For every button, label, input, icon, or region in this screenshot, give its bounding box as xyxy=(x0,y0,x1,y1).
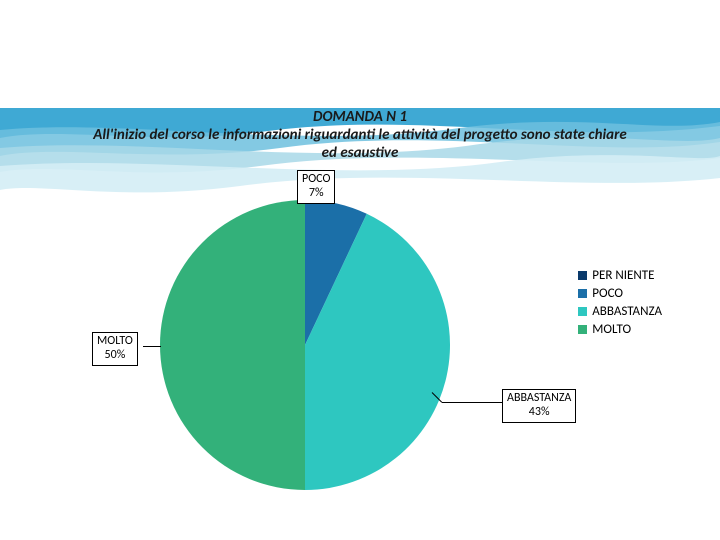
legend-label: MOLTO xyxy=(592,322,631,337)
title-line-3: ed esaustive xyxy=(20,144,700,162)
legend-swatch xyxy=(578,325,587,334)
pie-chart xyxy=(160,200,450,495)
legend-label: PER NIENTE xyxy=(592,268,654,283)
legend-swatch xyxy=(578,289,587,298)
callout-label: ABBASTANZA xyxy=(507,392,571,406)
legend-label: ABBASTANZA xyxy=(592,304,662,319)
callout-abbastanza: ABBASTANZA 43% xyxy=(502,389,576,423)
chart-area: POCO 7% MOLTO 50% ABBASTANZA 43% PER NIE… xyxy=(0,170,720,540)
callout-poco: POCO 7% xyxy=(297,170,335,204)
callout-value: 7% xyxy=(302,187,330,201)
callout-label: MOLTO xyxy=(97,335,133,349)
legend-item-per-niente: PER NIENTE xyxy=(578,268,662,283)
legend-label: POCO xyxy=(592,286,623,301)
legend: PER NIENTE POCO ABBASTANZA MOLTO xyxy=(578,265,662,340)
legend-item-abbastanza: ABBASTANZA xyxy=(578,304,662,319)
legend-item-poco: POCO xyxy=(578,286,662,301)
legend-swatch xyxy=(578,271,587,280)
slide-content: DOMANDA N 1 All'inizio del corso le info… xyxy=(0,108,720,540)
legend-swatch xyxy=(578,307,587,316)
callout-molto: MOLTO 50% xyxy=(92,332,138,366)
title-block: DOMANDA N 1 All'inizio del corso le info… xyxy=(0,108,720,162)
leader-line xyxy=(143,346,161,347)
title-line-1: DOMANDA N 1 xyxy=(20,108,700,126)
callout-value: 50% xyxy=(97,349,133,363)
leader-line xyxy=(442,402,502,403)
callout-label: POCO xyxy=(302,173,330,187)
title-line-2: All'inizio del corso le informazioni rig… xyxy=(20,126,700,144)
legend-item-molto: MOLTO xyxy=(578,322,662,337)
callout-value: 43% xyxy=(507,406,571,420)
